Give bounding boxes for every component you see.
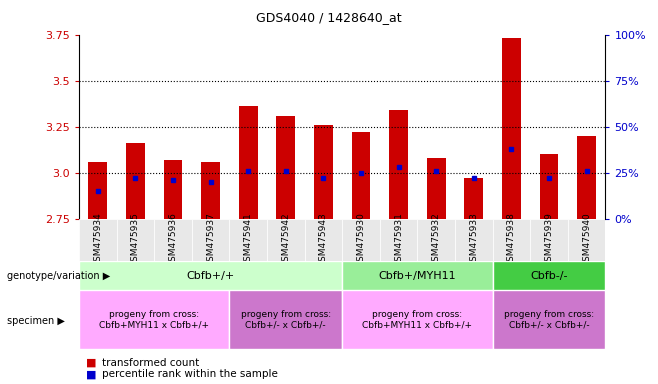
- Text: progeny from cross:
Cbfb+MYH11 x Cbfb+/+: progeny from cross: Cbfb+MYH11 x Cbfb+/+: [363, 310, 472, 329]
- Text: GSM475931: GSM475931: [394, 213, 403, 267]
- Text: GSM475937: GSM475937: [206, 213, 215, 267]
- Bar: [239, 106, 257, 219]
- Bar: [493, 290, 605, 349]
- Text: GSM475940: GSM475940: [582, 213, 591, 267]
- Text: GDS4040 / 1428640_at: GDS4040 / 1428640_at: [256, 12, 402, 25]
- Bar: [201, 162, 220, 219]
- Bar: [465, 178, 483, 219]
- Text: GSM475936: GSM475936: [168, 213, 178, 267]
- Text: GSM475935: GSM475935: [131, 213, 140, 267]
- Text: percentile rank within the sample: percentile rank within the sample: [102, 369, 278, 379]
- Bar: [389, 110, 408, 219]
- Bar: [305, 219, 342, 261]
- Bar: [568, 219, 605, 261]
- Text: GSM475941: GSM475941: [243, 213, 253, 267]
- Text: Cbfb+/MYH11: Cbfb+/MYH11: [378, 270, 456, 281]
- Text: Cbfb+/+: Cbfb+/+: [186, 270, 235, 281]
- Bar: [154, 219, 191, 261]
- Text: GSM475932: GSM475932: [432, 213, 441, 267]
- Bar: [230, 290, 342, 349]
- Bar: [351, 132, 370, 219]
- Bar: [79, 290, 230, 349]
- Bar: [79, 261, 342, 290]
- Bar: [230, 219, 267, 261]
- Text: GSM475933: GSM475933: [469, 213, 478, 267]
- Bar: [88, 162, 107, 219]
- Text: GSM475930: GSM475930: [357, 213, 365, 267]
- Text: progeny from cross:
Cbfb+/- x Cbfb+/-: progeny from cross: Cbfb+/- x Cbfb+/-: [504, 310, 594, 329]
- Bar: [540, 154, 559, 219]
- Bar: [427, 158, 445, 219]
- Bar: [455, 219, 493, 261]
- Bar: [577, 136, 596, 219]
- Text: Cbfb-/-: Cbfb-/-: [530, 270, 568, 281]
- Text: GSM475938: GSM475938: [507, 213, 516, 267]
- Text: GSM475939: GSM475939: [544, 213, 553, 267]
- Bar: [342, 261, 493, 290]
- Text: specimen ▶: specimen ▶: [7, 316, 64, 326]
- Text: progeny from cross:
Cbfb+/- x Cbfb+/-: progeny from cross: Cbfb+/- x Cbfb+/-: [241, 310, 331, 329]
- Bar: [502, 38, 520, 219]
- Bar: [164, 160, 182, 219]
- Bar: [342, 219, 380, 261]
- Text: GSM475942: GSM475942: [281, 213, 290, 267]
- Bar: [493, 261, 605, 290]
- Text: ■: ■: [86, 358, 96, 368]
- Text: progeny from cross:
Cbfb+MYH11 x Cbfb+/+: progeny from cross: Cbfb+MYH11 x Cbfb+/+: [99, 310, 209, 329]
- Bar: [126, 143, 145, 219]
- Text: genotype/variation ▶: genotype/variation ▶: [7, 271, 110, 281]
- Bar: [191, 219, 230, 261]
- Bar: [417, 219, 455, 261]
- Bar: [493, 219, 530, 261]
- Bar: [530, 219, 568, 261]
- Bar: [79, 219, 116, 261]
- Text: GSM475943: GSM475943: [319, 213, 328, 267]
- Bar: [314, 125, 333, 219]
- Bar: [116, 219, 154, 261]
- Bar: [276, 116, 295, 219]
- Text: ■: ■: [86, 369, 96, 379]
- Bar: [267, 219, 305, 261]
- Text: transformed count: transformed count: [102, 358, 199, 368]
- Bar: [380, 219, 417, 261]
- Text: GSM475934: GSM475934: [93, 213, 102, 267]
- Bar: [342, 290, 493, 349]
